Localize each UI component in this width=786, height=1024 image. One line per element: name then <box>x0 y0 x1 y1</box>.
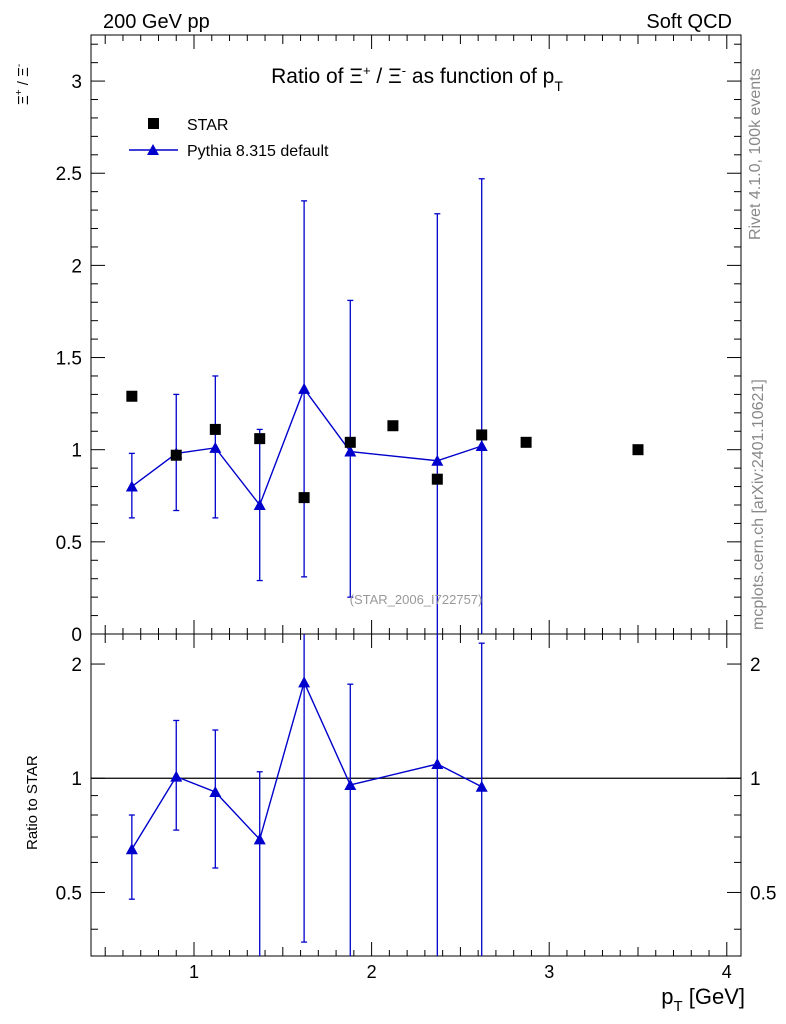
ratio-point <box>431 758 444 770</box>
main-panel-series <box>125 178 644 634</box>
analysis-id-watermark: (STAR_2006_I722757) <box>350 592 483 607</box>
legend-star-label: STAR <box>187 117 228 134</box>
x-tick-label: 2 <box>367 962 377 982</box>
mc-point <box>431 454 444 466</box>
y-tick-label: 3 <box>71 72 82 93</box>
ratio-point <box>170 770 183 782</box>
ratio-y-tick-label-right: 2 <box>750 655 761 676</box>
x-tick-label: 3 <box>544 962 554 982</box>
ratio-point <box>298 676 311 688</box>
y-tick-label: 2.5 <box>56 164 82 185</box>
ratio-series-line <box>131 680 483 850</box>
ratio-y-tick-label: 2 <box>71 655 82 676</box>
ratio-point <box>125 843 138 855</box>
y-tick-label: 0 <box>71 625 82 646</box>
ratio-point <box>209 785 222 797</box>
ratio-panel: 1 2 3 4 0.5 0.5 1 1 2 2 Ratio to STAR <box>24 633 776 982</box>
mc-point <box>125 480 138 492</box>
mc-point <box>475 440 488 452</box>
ratio-point <box>344 778 357 790</box>
y-tick-label: 1.5 <box>56 349 82 370</box>
legend: STAR Pythia 8.315 default <box>129 117 329 160</box>
mc-point <box>209 441 222 453</box>
header-category-label: Soft QCD <box>646 11 732 33</box>
data-point <box>632 444 644 456</box>
y-axis-label: Ξ+ / Ξ- <box>14 64 32 105</box>
ratio-y-axis-label: Ratio to STAR <box>24 755 41 850</box>
plot-title: Ratio of Ξ+ / Ξ- as function of pT <box>271 63 563 94</box>
mc-point <box>344 445 357 457</box>
y-tick-label: 1 <box>71 441 82 462</box>
x-tick-label: 4 <box>722 962 732 982</box>
ratio-y-tick-label-right: 1 <box>750 769 761 790</box>
main-panel-ticks: 0 0.5 1 1.5 2 2.5 3 <box>56 35 741 646</box>
data-point <box>126 390 138 402</box>
legend-pythia-label: Pythia 8.315 default <box>187 143 329 160</box>
ratio-y-tick-label: 1 <box>71 769 82 790</box>
mc-point <box>253 498 266 510</box>
ratio-y-tick-label: 0.5 <box>56 883 82 904</box>
ratio-panel-ticks: 1 2 3 4 0.5 0.5 1 1 2 2 <box>56 634 776 982</box>
x-axis-label: pT [GeV] <box>661 984 745 1015</box>
data-point <box>209 423 221 435</box>
data-point <box>387 420 399 432</box>
ratio-y-tick-label-right: 0.5 <box>750 883 776 904</box>
data-point <box>170 449 182 461</box>
mcplots-citation-label: mcplots.cern.ch [arXiv:2401.10621] <box>750 379 767 630</box>
data-point <box>254 433 266 445</box>
legend-star-marker <box>148 118 159 129</box>
data-point <box>344 436 356 448</box>
ratio-panel-frame <box>90 633 742 957</box>
data-point <box>476 429 488 441</box>
mc-point <box>298 382 311 394</box>
y-tick-label: 2 <box>71 256 82 277</box>
y-tick-label: 0.5 <box>56 533 82 554</box>
data-point <box>298 492 310 504</box>
header-energy-label: 200 GeV pp <box>103 11 210 33</box>
data-point <box>431 473 443 485</box>
ratio-panel-series <box>125 634 488 956</box>
ratio-point <box>475 780 488 792</box>
rivet-version-label: Rivet 4.1.0, 100k events <box>747 68 764 240</box>
x-tick-label: 1 <box>189 962 199 982</box>
ratio-point <box>253 833 266 845</box>
data-point <box>520 436 532 448</box>
main-panel: 0 0.5 1 1.5 2 2.5 3 Ratio of Ξ+ / Ξ- as functi… <box>14 34 742 646</box>
mc-series-line <box>131 387 482 507</box>
legend-pythia-marker <box>147 144 159 155</box>
